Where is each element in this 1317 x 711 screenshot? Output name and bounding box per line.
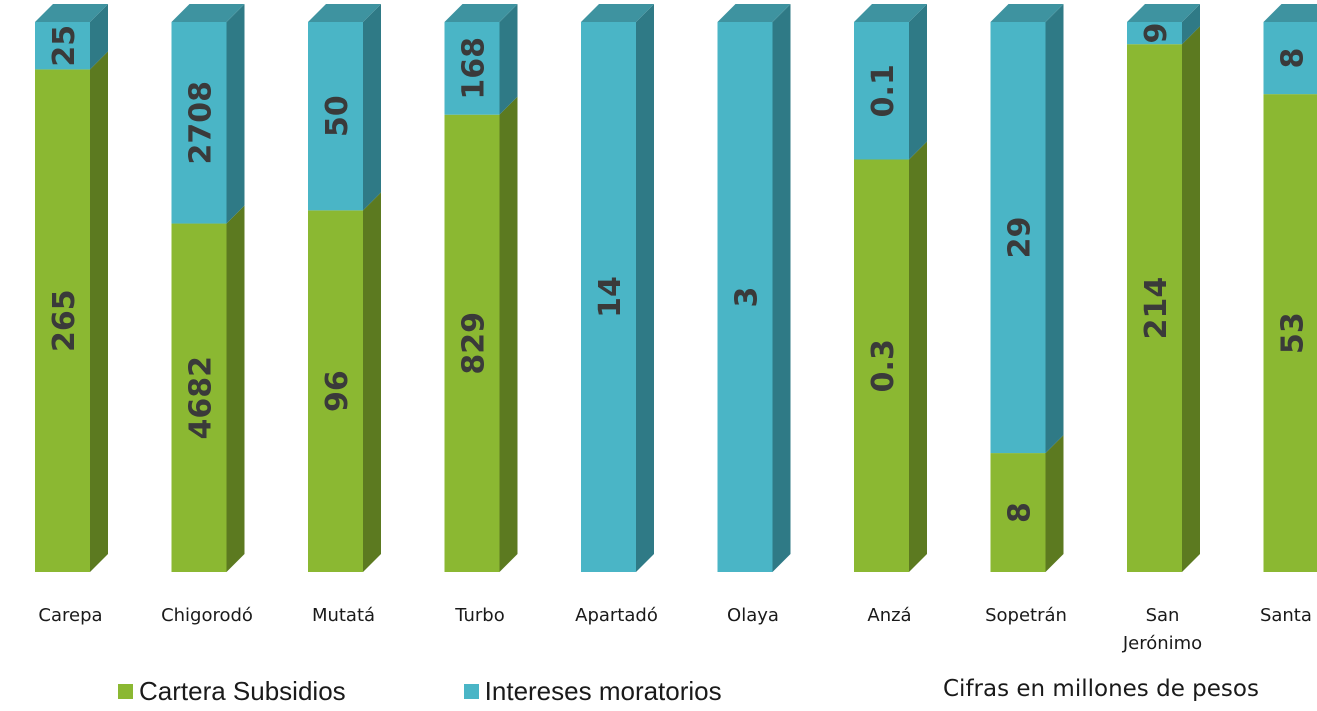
- bar-top-3: [444, 4, 518, 22]
- data-label-0-2: 96: [320, 370, 355, 412]
- legend-item-cartera: Cartera Subsidios: [118, 676, 346, 707]
- category-label-9: Santa Fé: [1260, 605, 1317, 626]
- bar-cartera-subsidios-3: [444, 114, 500, 572]
- bar-side-1-3: [499, 4, 518, 115]
- bar-side-1-0: [90, 4, 108, 70]
- data-label-1-9: 8: [1276, 48, 1311, 69]
- bar-side-0-7: [1045, 435, 1064, 572]
- bar-side-1-4: [636, 4, 654, 572]
- bar-intereses-moratorios-0: [35, 22, 90, 70]
- data-label-0-3: 829: [457, 312, 492, 375]
- bar-cartera-subsidios-7: [990, 453, 1046, 572]
- bar-top-9: [1263, 4, 1317, 22]
- data-label-1-2: 50: [320, 95, 355, 137]
- category-label-2: Mutatá: [312, 605, 375, 626]
- data-label-1-7: 29: [1003, 217, 1038, 259]
- bar-side-1-1: [226, 4, 245, 224]
- bar-cartera-subsidios-6: [854, 159, 909, 572]
- bar-side-0-6: [909, 141, 927, 572]
- bar-side-0-8: [1182, 26, 1200, 572]
- data-label-1-3: 168: [457, 37, 492, 100]
- category-label-3: Turbo: [454, 605, 505, 626]
- bar-intereses-moratorios-7: [990, 22, 1046, 454]
- bar-intereses-moratorios-3: [444, 22, 500, 115]
- bar-cartera-subsidios-2: [308, 210, 363, 572]
- data-label-1-0: 25: [47, 25, 82, 67]
- bar-top-1: [171, 4, 245, 22]
- bar-top-7: [990, 4, 1064, 22]
- chart-legend: Cartera Subsidios Intereses moratorios: [118, 676, 840, 707]
- bar-side-1-8: [1182, 4, 1200, 45]
- bar-intereses-moratorios-9: [1263, 22, 1317, 95]
- bar-intereses-moratorios-2: [308, 22, 363, 211]
- data-label-1-8: 9: [1139, 23, 1174, 44]
- data-label-0-6: 0.3: [866, 339, 901, 392]
- data-label-0-1: 4682: [184, 356, 219, 440]
- data-label-0-8: 214: [1139, 277, 1174, 340]
- legend-label-cartera: Cartera Subsidios: [139, 676, 346, 706]
- bar-top-2: [308, 4, 381, 22]
- legend-label-intereses: Intereses moratorios: [484, 676, 722, 706]
- bar-intereses-moratorios-5: [717, 22, 773, 572]
- bar-top-4: [581, 4, 654, 22]
- category-label-8: San Jerónimo: [1122, 605, 1202, 654]
- bar-side-0-3: [499, 96, 518, 572]
- data-label-0-9: 53: [1276, 312, 1311, 354]
- category-label-4: Apartadó: [575, 605, 658, 626]
- bar-side-0-0: [90, 51, 108, 572]
- bar-top-0: [35, 4, 108, 22]
- bar-intereses-moratorios-8: [1127, 22, 1182, 45]
- legend-item-intereses: Intereses moratorios: [463, 676, 722, 707]
- legend-swatch-intereses: [463, 684, 479, 699]
- category-label-0: Carepa: [38, 605, 102, 626]
- data-label-1-4: 14: [593, 276, 628, 318]
- bar-side-1-5: [772, 4, 791, 572]
- category-label-1: Chigorodó: [161, 605, 253, 626]
- data-label-0-7: 8: [1003, 502, 1038, 523]
- category-label-5: Olaya: [727, 605, 779, 626]
- bar-cartera-subsidios-0: [35, 69, 90, 573]
- category-label-line-8-0: San: [1146, 605, 1180, 626]
- stacked-bar-chart: 26525Carepa46822708Chigorodó9650Mutatá82…: [35, 4, 1317, 654]
- legend-swatch-cartera: [118, 684, 133, 699]
- data-label-1-1: 2708: [184, 81, 219, 164]
- bar-cartera-subsidios-1: [171, 223, 227, 573]
- bar-side-0-2: [363, 192, 381, 572]
- bar-intereses-moratorios-6: [854, 22, 909, 160]
- bar-top-6: [854, 4, 927, 22]
- data-label-1-6: 0.1: [866, 64, 901, 117]
- data-label-1-5: 3: [730, 287, 765, 308]
- category-label-7: Sopetrán: [985, 605, 1067, 626]
- category-label-line-8-1: Jerónimo: [1122, 633, 1202, 654]
- bar-cartera-subsidios-8: [1127, 44, 1182, 572]
- category-label-6: Anzá: [867, 605, 911, 626]
- bar-side-1-7: [1045, 4, 1064, 454]
- bar-top-5: [717, 4, 791, 22]
- bar-top-8: [1127, 4, 1200, 22]
- units-note: Cifras en millones de pesos: [943, 676, 1259, 702]
- bar-intereses-moratorios-4: [581, 22, 636, 572]
- data-label-0-0: 265: [47, 289, 82, 352]
- bar-cartera-subsidios-9: [1263, 94, 1317, 572]
- bar-intereses-moratorios-1: [171, 22, 227, 224]
- bar-side-1-2: [363, 4, 381, 211]
- bar-side-1-6: [909, 4, 927, 160]
- bar-side-0-1: [226, 205, 245, 573]
